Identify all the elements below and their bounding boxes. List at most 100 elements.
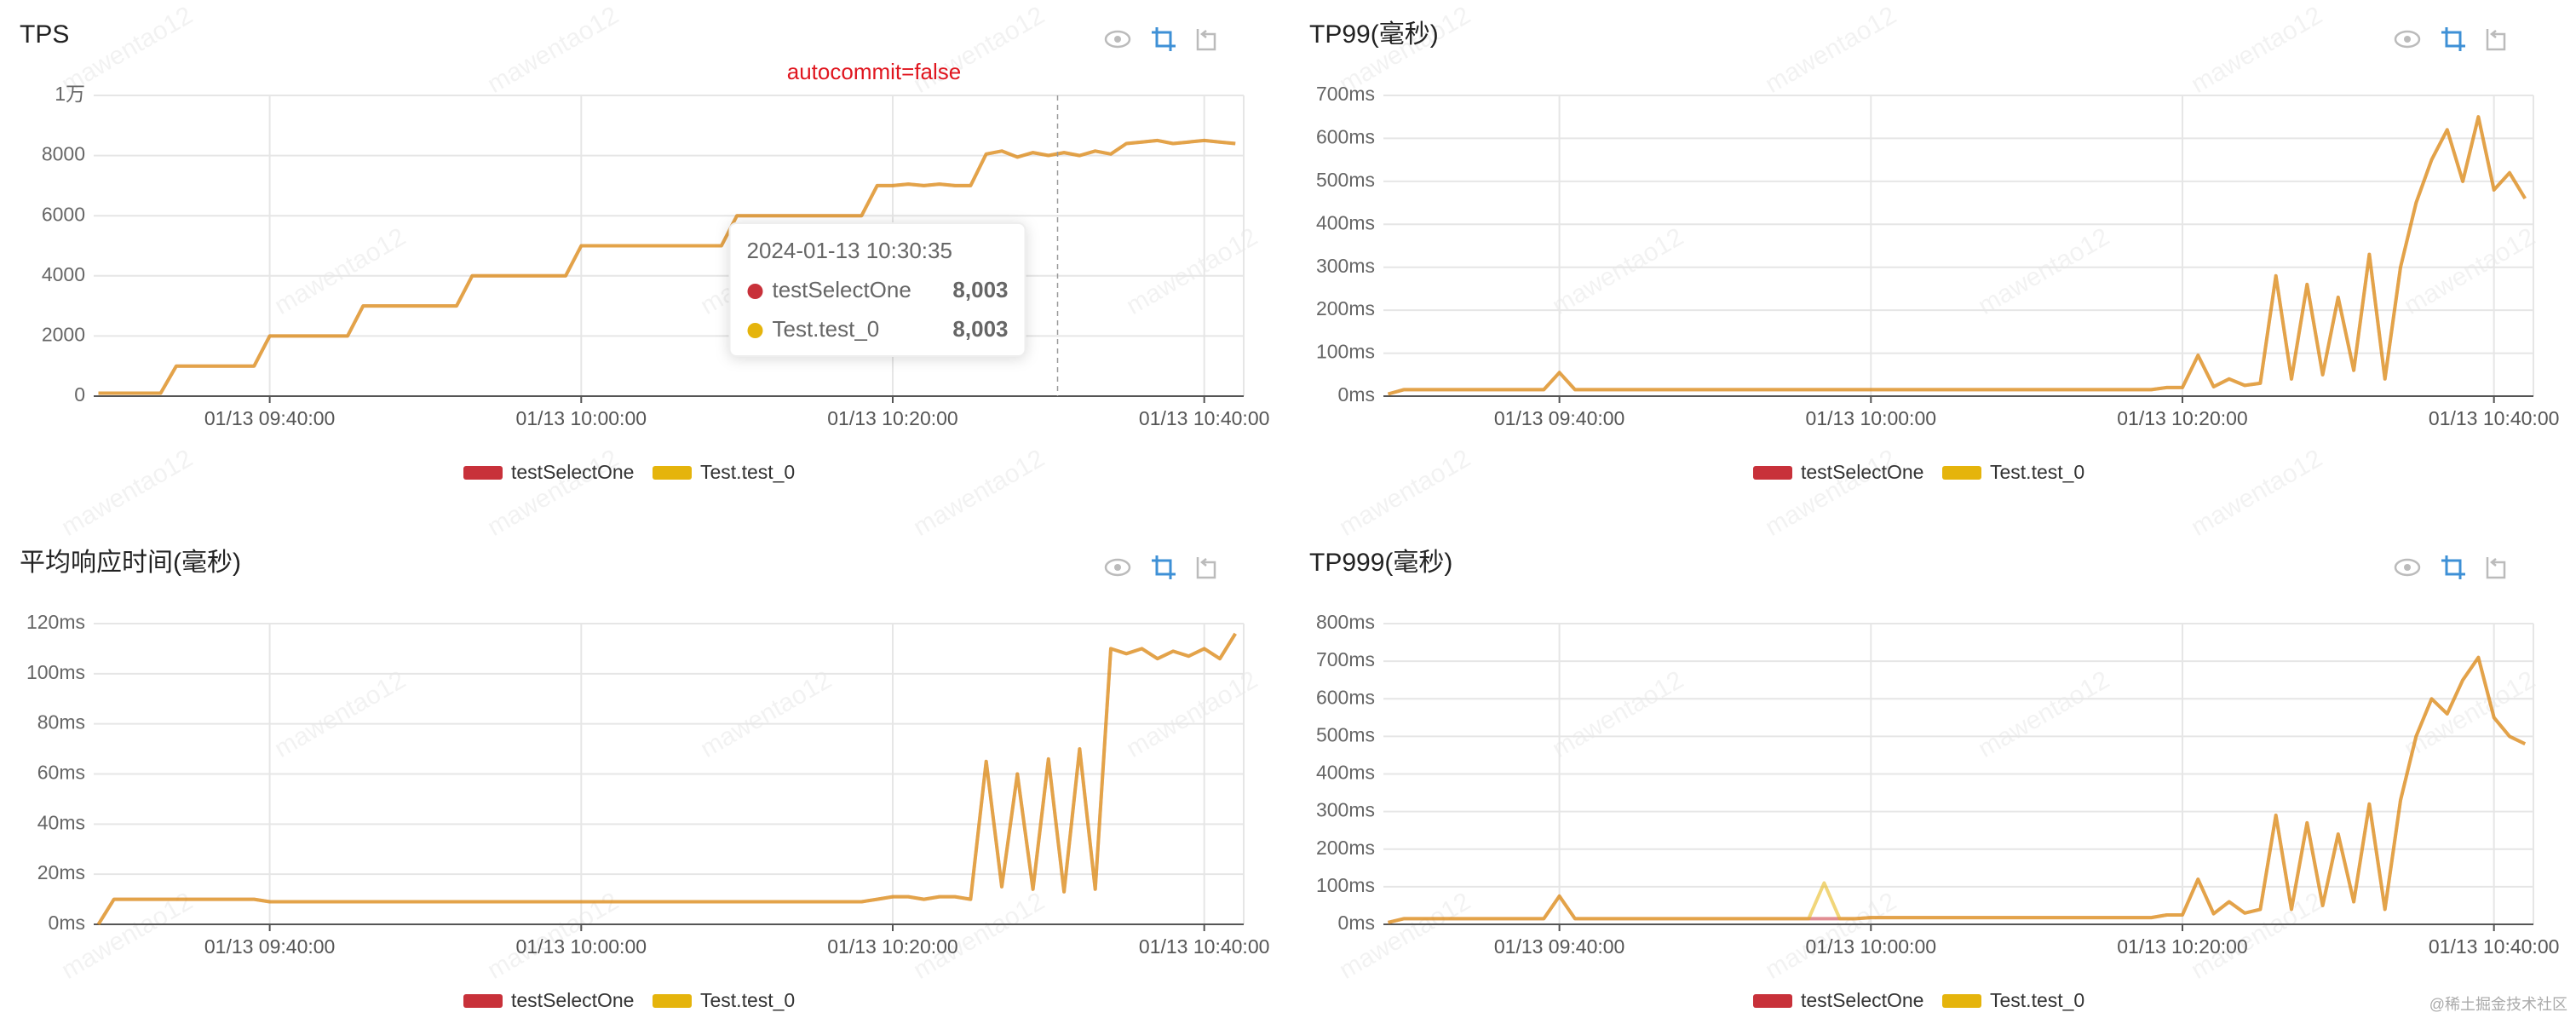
legend-item[interactable]: testSelectOne	[463, 989, 634, 1011]
show-data-button[interactable]	[1104, 30, 1131, 49]
chart-panel: TP999(毫秒) 0ms 100ms 200ms 300ms 400ms 500ms 600…	[1309, 549, 2559, 1011]
watermark: mawentao12	[483, 444, 624, 541]
watermark: mawentao12	[2400, 222, 2540, 319]
chart-title: 平均响应时间(毫秒)	[20, 549, 241, 577]
y-tick-label: 4000	[42, 263, 85, 285]
legend-item[interactable]: testSelectOne	[463, 461, 634, 483]
icon	[2486, 557, 2506, 579]
reset-button[interactable]	[1196, 557, 1216, 579]
icon	[2404, 564, 2411, 571]
x-tick-label: 01/13 09:40:00	[1494, 407, 1624, 429]
icon	[1152, 555, 1176, 579]
series-line	[1387, 115, 2527, 396]
y-tick-label: 120ms	[26, 611, 85, 633]
tooltip-marker	[747, 284, 763, 299]
reset-button[interactable]	[2486, 29, 2506, 51]
watermark: mawentao12	[483, 1, 624, 98]
icon	[2441, 27, 2465, 51]
legend-label: Test.test_0	[1990, 461, 2084, 483]
show-data-button[interactable]	[1104, 558, 1131, 577]
x-tick-label: 01/13 10:20:00	[827, 935, 957, 958]
legend-item[interactable]: Test.test_0	[1942, 461, 2084, 483]
watermark: mawentao12	[270, 665, 411, 762]
watermark: mawentao12	[1335, 887, 1475, 984]
legend-swatch	[1942, 994, 1981, 1008]
y-tick-label: 0ms	[1338, 912, 1375, 934]
y-tick-label: 700ms	[1316, 648, 1375, 670]
toolbar	[2394, 555, 2506, 579]
legend-item[interactable]: Test.test_0	[653, 989, 795, 1011]
watermark: mawentao12	[1974, 222, 2114, 319]
watermark: mawentao12	[1335, 444, 1475, 541]
y-tick-label: 700ms	[1316, 83, 1375, 105]
y-tick-label: 1万	[55, 83, 85, 105]
toolbar	[1104, 27, 1216, 51]
watermark: mawentao12	[1761, 1, 1901, 98]
legend-label: Test.test_0	[700, 461, 795, 483]
zoom-button[interactable]	[1152, 555, 1176, 579]
y-tick-label: 8000	[42, 143, 85, 165]
toolbar	[2394, 27, 2506, 51]
legend-item[interactable]: Test.test_0	[653, 461, 795, 483]
legend-swatch	[653, 994, 692, 1008]
y-tick-label: 800ms	[1316, 611, 1375, 633]
legend-item[interactable]: Test.test_0	[1942, 989, 2084, 1011]
watermark: mawentao12	[1548, 222, 1688, 319]
y-tick-label: 0ms	[49, 912, 85, 934]
y-tick-label: 600ms	[1316, 126, 1375, 148]
chart-title: TPS	[20, 20, 69, 49]
y-tick-label: 100ms	[26, 661, 85, 683]
watermark: mawentao12	[2187, 1, 2327, 98]
legend-item[interactable]: testSelectOne	[1753, 461, 1923, 483]
chart-panel: TP99(毫秒) 0ms 100ms 200ms 300ms 400ms 500ms 600m…	[1309, 20, 2559, 483]
icon	[2394, 30, 2421, 49]
x-tick-label: 01/13 10:20:00	[2117, 935, 2247, 958]
icon	[1152, 27, 1176, 51]
watermark: mawentao12	[1122, 222, 1262, 319]
tooltip-box	[728, 222, 1026, 357]
zoom-button[interactable]	[2441, 555, 2465, 579]
legend-item[interactable]: testSelectOne	[1753, 989, 1923, 1011]
reset-button[interactable]	[1196, 29, 1216, 51]
zoom-button[interactable]	[1152, 27, 1176, 51]
legend-label: testSelectOne	[511, 461, 634, 483]
watermark: mawentao12	[696, 665, 837, 762]
watermark: mawentao12	[57, 444, 198, 541]
legend-label: testSelectOne	[1801, 461, 1923, 483]
icon	[2394, 558, 2421, 577]
watermark: mawentao12	[2187, 444, 2327, 541]
watermark: mawentao12	[1548, 665, 1688, 762]
zoom-button[interactable]	[2441, 27, 2465, 51]
icon	[1104, 558, 1131, 577]
chart-panel: TPS 0 2000 4000 6000 8000 1万 01/13 09:40:00 01/1…	[20, 20, 1269, 483]
x-tick-label: 01/13 09:40:00	[204, 935, 335, 958]
icon	[2486, 29, 2506, 51]
legend-swatch	[653, 466, 692, 480]
icon	[1114, 564, 1121, 571]
chart-panel: 平均响应时间(毫秒) 0ms 20ms 40ms 60ms 80ms 100ms 120ms 0…	[20, 549, 1269, 1011]
y-tick-label: 400ms	[1316, 762, 1375, 784]
tooltip-value: 8,003	[952, 316, 1008, 342]
y-tick-label: 300ms	[1316, 799, 1375, 821]
x-tick-label: 01/13 10:40:00	[2429, 935, 2559, 958]
y-tick-label: 500ms	[1316, 723, 1375, 745]
show-data-button[interactable]	[2394, 30, 2421, 49]
icon	[1104, 30, 1131, 49]
y-tick-label: 0	[74, 383, 85, 406]
legend-swatch	[463, 994, 503, 1008]
y-tick-label: 60ms	[37, 762, 85, 784]
legend-swatch	[1753, 466, 1792, 480]
x-tick-label: 01/13 10:00:00	[1806, 407, 1936, 429]
series-line	[98, 138, 1236, 395]
y-tick-label: 80ms	[37, 711, 85, 733]
y-tick-label: 40ms	[37, 811, 85, 833]
x-tick-label: 01/13 10:20:00	[827, 407, 957, 429]
reset-button[interactable]	[2486, 557, 2506, 579]
y-tick-label: 0ms	[1338, 383, 1375, 406]
watermark: mawentao12	[1122, 665, 1262, 762]
show-data-button[interactable]	[2394, 558, 2421, 577]
tooltip-value: 8,003	[952, 277, 1008, 302]
x-tick-label: 01/13 10:40:00	[1139, 407, 1269, 429]
series-line	[96, 632, 1237, 926]
